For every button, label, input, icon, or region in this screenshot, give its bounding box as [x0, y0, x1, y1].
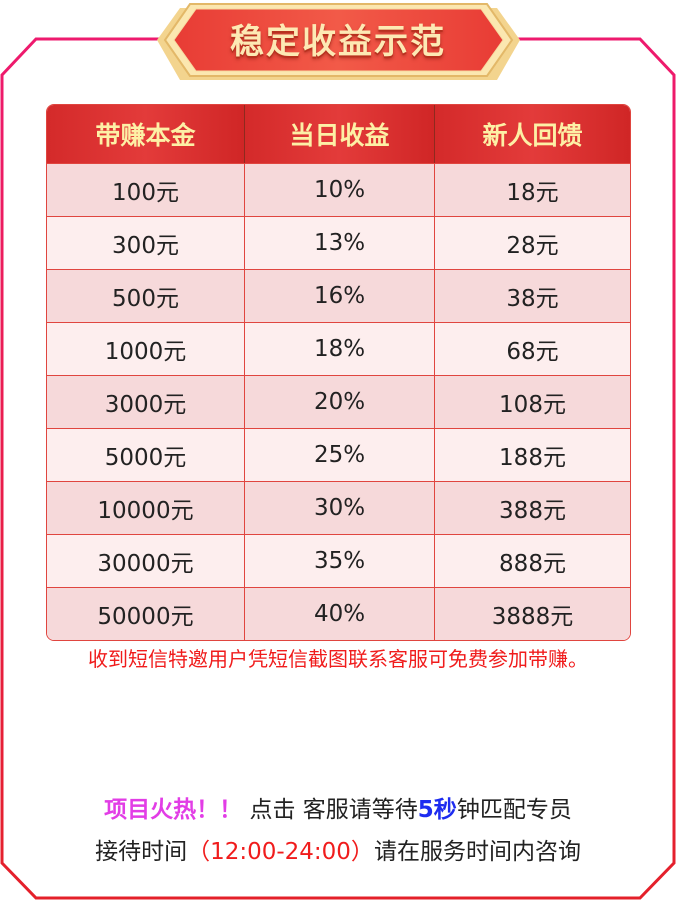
daily-yield-cell: 10%: [245, 163, 435, 216]
column-header-new-user-bonus: 新人回馈: [435, 105, 630, 163]
daily-yield-cell: 16%: [245, 269, 435, 322]
table-row: 100元 10% 18元: [47, 163, 630, 216]
footer-line-2: 接待时间（12:00-24:00）请在服务时间内咨询: [0, 832, 676, 866]
match-text: 钟匹配专员: [456, 797, 572, 823]
customer-service-link[interactable]: 客服请等待: [302, 797, 418, 823]
daily-yield-cell: 35%: [245, 534, 435, 587]
hours-tail: 请在服务时间内咨询: [373, 839, 581, 865]
daily-yield-cell: 18%: [245, 322, 435, 375]
principal-cell: 30000元: [47, 534, 245, 587]
hot-label: 项目火热！！: [104, 797, 243, 823]
principal-cell: 300元: [47, 216, 245, 269]
hours-label: 接待时间: [95, 839, 188, 865]
service-hours: （12:00-24:00）: [187, 839, 374, 865]
column-header-daily-yield: 当日收益: [245, 105, 435, 163]
table-row: 1000元 18% 68元: [47, 322, 630, 375]
footer-line-1: 项目火热！！ 点击 客服请等待5秒钟匹配专员: [0, 790, 676, 824]
table-row: 50000元 40% 3888元: [47, 587, 630, 640]
column-header-principal: 带赚本金: [47, 105, 245, 163]
table-row: 3000元 20% 108元: [47, 375, 630, 428]
principal-cell: 5000元: [47, 428, 245, 481]
page-title: 稳定收益示范: [230, 22, 446, 62]
notice-text: 收到短信特邀用户凭短信截图联系客服可免费参加带赚。: [88, 647, 588, 671]
bonus-cell: 108元: [435, 375, 630, 428]
wait-seconds: 5秒: [417, 797, 457, 823]
principal-cell: 500元: [47, 269, 245, 322]
table-row: 30000元 35% 888元: [47, 534, 630, 587]
daily-yield-cell: 13%: [245, 216, 435, 269]
bonus-cell: 38元: [435, 269, 630, 322]
bonus-cell: 28元: [435, 216, 630, 269]
daily-yield-cell: 20%: [245, 375, 435, 428]
principal-cell: 50000元: [47, 587, 245, 640]
daily-yield-cell: 40%: [245, 587, 435, 640]
table-row: 10000元 30% 388元: [47, 481, 630, 534]
principal-cell: 10000元: [47, 481, 245, 534]
daily-yield-cell: 30%: [245, 481, 435, 534]
principal-cell: 1000元: [47, 322, 245, 375]
title-banner: [157, 3, 520, 80]
table-header-row: 带赚本金 当日收益 新人回馈: [47, 105, 630, 163]
principal-cell: 3000元: [47, 375, 245, 428]
earnings-table: 带赚本金 当日收益 新人回馈 100元 10% 18元 300元 13% 28元 500元 1…: [46, 104, 631, 641]
click-text: 点击: [242, 797, 303, 823]
bonus-cell: 188元: [435, 428, 630, 481]
bonus-cell: 68元: [435, 322, 630, 375]
table-row: 5000元 25% 188元: [47, 428, 630, 481]
bonus-cell: 388元: [435, 481, 630, 534]
bonus-cell: 888元: [435, 534, 630, 587]
bonus-cell: 18元: [435, 163, 630, 216]
table-row: 300元 13% 28元: [47, 216, 630, 269]
principal-cell: 100元: [47, 163, 245, 216]
daily-yield-cell: 25%: [245, 428, 435, 481]
table-row: 500元 16% 38元: [47, 269, 630, 322]
bonus-cell: 3888元: [435, 587, 630, 640]
